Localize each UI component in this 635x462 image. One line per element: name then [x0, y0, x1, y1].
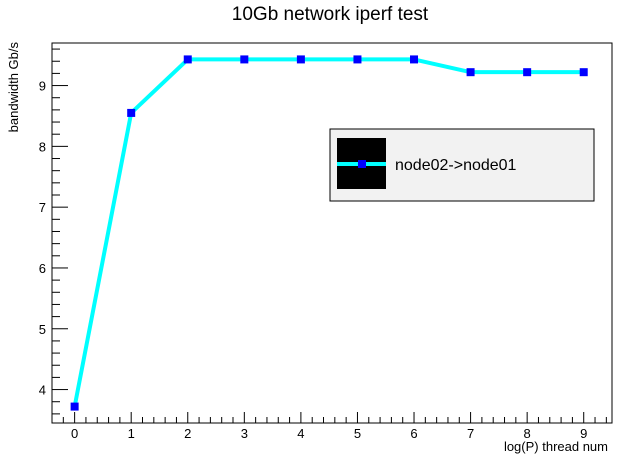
data-point: [296, 55, 305, 64]
x-tick-label: 4: [297, 426, 304, 441]
y-tick-label: 5: [39, 322, 46, 337]
legend-swatch-marker: [358, 160, 366, 168]
x-tick-label: 5: [354, 426, 361, 441]
data-point: [466, 68, 475, 77]
x-axis-title: log(P) thread num: [504, 439, 608, 454]
x-axis: 0 1 2 3 4 5 6 7 8 9: [51, 412, 607, 441]
x-tick-label: 6: [410, 426, 417, 441]
x-tick-label: 0: [71, 426, 78, 441]
y-axis-title: bandwidth Gb/s: [6, 42, 21, 133]
y-tick-label: 4: [39, 383, 46, 398]
data-point: [127, 108, 136, 117]
legend-label: node02->node01: [395, 157, 517, 174]
legend: node02->node01: [329, 128, 595, 202]
chart-title: 10Gb network iperf test: [232, 4, 429, 25]
data-point: [410, 55, 419, 64]
x-tick-label: 9: [580, 426, 587, 441]
y-tick-label: 6: [39, 261, 46, 276]
x-tick-label: 8: [524, 426, 531, 441]
data-point: [240, 55, 249, 64]
y-tick-label: 8: [39, 139, 46, 154]
series-layer: [70, 55, 588, 411]
data-point: [523, 68, 532, 77]
x-tick-label: 2: [184, 426, 191, 441]
y-tick-label: 7: [39, 200, 46, 215]
x-tick-label: 7: [467, 426, 474, 441]
data-point: [70, 402, 79, 411]
series-line: [72, 57, 584, 407]
data-point: [183, 55, 192, 64]
plot-frame: [51, 42, 613, 424]
x-tick-label: 1: [128, 426, 135, 441]
data-point: [353, 55, 362, 64]
x-tick-label: 3: [241, 426, 248, 441]
data-point: [579, 68, 588, 77]
y-tick-label: 9: [39, 79, 46, 94]
y-axis: 4 5 6 7 8 9: [39, 48, 68, 415]
